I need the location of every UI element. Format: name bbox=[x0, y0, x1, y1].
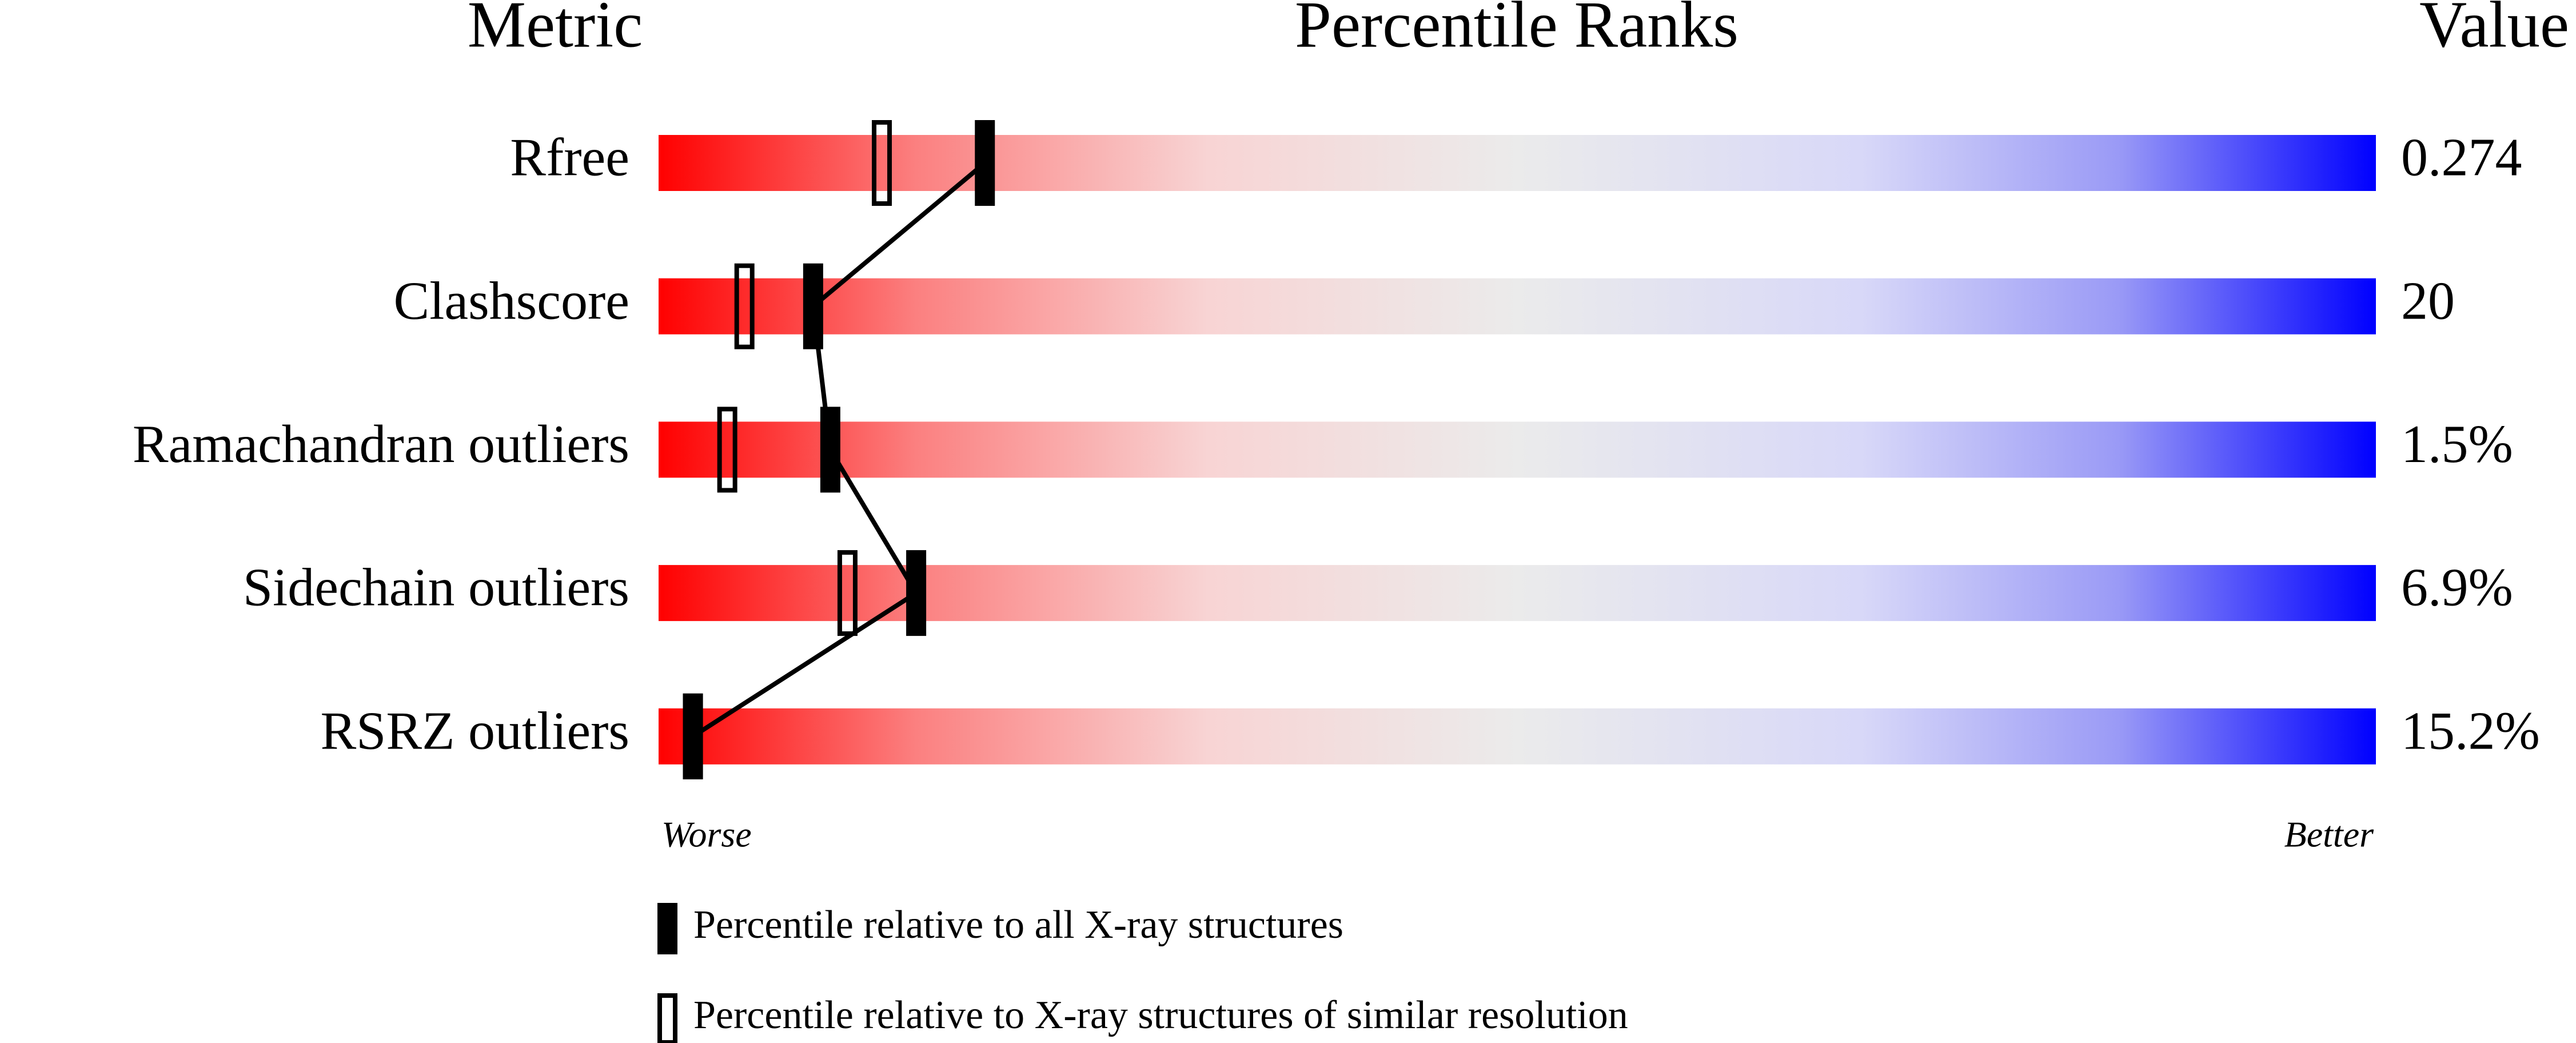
slider-bar bbox=[659, 421, 2376, 478]
value-label: 6.9% bbox=[2401, 558, 2513, 618]
value-label: 20 bbox=[2401, 271, 2455, 331]
value-label: 0.274 bbox=[2401, 128, 2522, 188]
metric-header: Metric bbox=[468, 0, 643, 61]
chart-title: Percentile Ranks bbox=[1295, 0, 1738, 61]
legend-swatch bbox=[657, 993, 677, 1043]
marker-filled bbox=[803, 263, 823, 349]
metric-label: Rfree bbox=[510, 128, 629, 188]
marker-filled bbox=[820, 407, 840, 493]
slider-bar bbox=[659, 135, 2376, 191]
slider-bar bbox=[659, 565, 2376, 622]
slider-bar bbox=[659, 278, 2376, 335]
value-label: 15.2% bbox=[2401, 701, 2540, 761]
metric-label: Sidechain outliers bbox=[243, 558, 629, 618]
worse-label: Worse bbox=[661, 814, 752, 855]
marker-filled bbox=[906, 550, 927, 636]
legend-label: Percentile relative to all X-ray structu… bbox=[693, 903, 1343, 947]
marker-open bbox=[872, 120, 892, 206]
slider-bar bbox=[659, 708, 2376, 765]
metric-label: Ramachandran outliers bbox=[133, 415, 629, 474]
marker-open bbox=[837, 550, 858, 636]
marker-open bbox=[717, 407, 737, 493]
legend-swatch bbox=[657, 903, 677, 954]
marker-filled bbox=[975, 120, 995, 206]
better-label: Better bbox=[2284, 814, 2374, 855]
value-header: Value bbox=[2419, 0, 2569, 61]
marker-filled bbox=[683, 693, 703, 779]
legend-label: Percentile relative to X-ray structures … bbox=[693, 993, 1628, 1037]
metric-label: RSRZ outliers bbox=[320, 701, 629, 761]
value-label: 1.5% bbox=[2401, 415, 2513, 474]
metric-label: Clashscore bbox=[394, 271, 629, 331]
marker-open bbox=[734, 263, 755, 349]
